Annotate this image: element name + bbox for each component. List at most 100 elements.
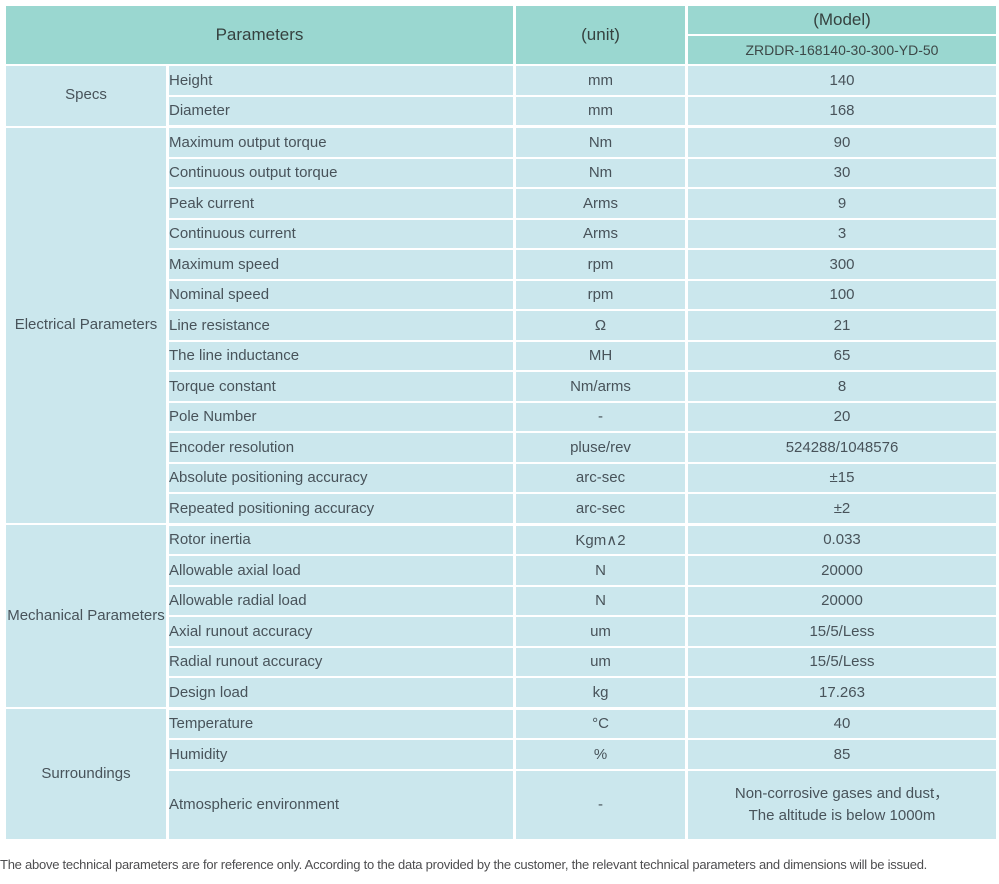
param-label: Nominal speed xyxy=(166,278,516,311)
header-model-number: ZRDDR-168140-30-300-YD-50 xyxy=(685,34,999,66)
param-label: Line resistance xyxy=(166,309,516,342)
table-row: Specs Height mm 140 xyxy=(3,64,999,128)
param-value: 20000 xyxy=(685,584,999,617)
unit-value: % xyxy=(513,738,688,771)
unit-value: Nm xyxy=(513,125,688,159)
param-label: Height xyxy=(166,64,516,97)
unit-value: - xyxy=(513,400,688,433)
unit-value: - xyxy=(513,768,688,842)
unit-value: pluse/rev xyxy=(513,431,688,464)
param-label: Repeated positioning accuracy xyxy=(166,492,516,526)
param-label: The line inductance xyxy=(166,339,516,372)
table-row: Diameter mm 168 xyxy=(5,94,999,128)
unit-value: Arms xyxy=(513,187,688,220)
param-value: 17.263 xyxy=(685,676,999,710)
param-value: 15/5/Less xyxy=(685,645,999,678)
param-value: 300 xyxy=(685,248,999,281)
param-value: 0.033 xyxy=(685,523,999,556)
param-value: Non-corrosive gases and dust， The altitu… xyxy=(685,768,999,842)
table-row: Humidity % 85 xyxy=(5,738,999,771)
header-row: Parameters (unit) (Model) xyxy=(3,4,999,66)
table-row: Surroundings Temperature °C 40 xyxy=(3,707,999,841)
param-value: 40 xyxy=(685,707,999,740)
section-label-specs: Specs xyxy=(3,64,169,128)
unit-value: mm xyxy=(513,64,688,97)
param-value: 8 xyxy=(685,370,999,403)
table-row: Mechanical Parameters Rotor inertia Kgm∧… xyxy=(3,523,999,709)
param-label: Maximum output torque xyxy=(166,125,516,159)
param-label: Humidity xyxy=(166,738,516,771)
table-row: Continuous output torque Nm 30 xyxy=(5,156,999,189)
footer-disclaimer: The above technical parameters are for r… xyxy=(0,857,928,872)
header-model: (Model) xyxy=(685,4,999,36)
param-label: Design load xyxy=(166,676,516,710)
param-label: Torque constant xyxy=(166,370,516,403)
section-label-surroundings: Surroundings xyxy=(3,707,169,841)
table-row: Atmospheric environment - Non-corrosive … xyxy=(5,768,999,842)
table-row: Absolute positioning accuracy arc-sec ±1… xyxy=(5,461,999,494)
unit-value: Ω xyxy=(513,309,688,342)
section-label-mechanical: Mechanical Parameters xyxy=(3,523,169,709)
param-label: Diameter xyxy=(166,94,516,128)
param-label: Peak current xyxy=(166,187,516,220)
header-unit: (unit) xyxy=(513,4,688,66)
table-row: Line resistance Ω 21 xyxy=(5,309,999,342)
param-label: Encoder resolution xyxy=(166,431,516,464)
table-row: Encoder resolution pluse/rev 524288/1048… xyxy=(5,431,999,464)
table-row: Radial runout accuracy um 15/5/Less xyxy=(5,645,999,678)
unit-value: um xyxy=(513,645,688,678)
unit-value: arc-sec xyxy=(513,461,688,494)
param-value: 65 xyxy=(685,339,999,372)
param-value: 168 xyxy=(685,94,999,128)
param-value: 20000 xyxy=(685,554,999,587)
param-value: 9 xyxy=(685,187,999,220)
unit-value: rpm xyxy=(513,248,688,281)
table-row: Electrical Parameters Maximum output tor… xyxy=(3,125,999,525)
param-value: 20 xyxy=(685,400,999,433)
unit-value: Nm/arms xyxy=(513,370,688,403)
param-value: 100 xyxy=(685,278,999,311)
parameters-table: Parameters (unit) (Model) ZRDDR-168140-3… xyxy=(3,4,999,842)
param-label: Pole Number xyxy=(166,400,516,433)
param-label: Maximum speed xyxy=(166,248,516,281)
param-value: ±2 xyxy=(685,492,999,526)
table-header: Parameters (unit) (Model) ZRDDR-168140-3… xyxy=(3,4,999,66)
table-row: Continuous current Arms 3 xyxy=(5,217,999,250)
param-value: 21 xyxy=(685,309,999,342)
table-row: Allowable axial load N 20000 xyxy=(5,554,999,587)
param-label: Continuous output torque xyxy=(166,156,516,189)
param-value: 140 xyxy=(685,64,999,97)
table-row: Pole Number - 20 xyxy=(5,400,999,433)
param-value: 15/5/Less xyxy=(685,615,999,648)
param-label: Continuous current xyxy=(166,217,516,250)
unit-value: Arms xyxy=(513,217,688,250)
param-value: ±15 xyxy=(685,461,999,494)
param-label: Radial runout accuracy xyxy=(166,645,516,678)
param-label: Temperature xyxy=(166,707,516,740)
unit-value: N xyxy=(513,584,688,617)
unit-value: N xyxy=(513,554,688,587)
unit-value: arc-sec xyxy=(513,492,688,526)
unit-value: Kgm∧2 xyxy=(513,523,688,556)
header-model-row: ZRDDR-168140-30-300-YD-50 xyxy=(5,34,999,66)
header-parameters: Parameters xyxy=(3,4,516,66)
param-label: Absolute positioning accuracy xyxy=(166,461,516,494)
table-row: Repeated positioning accuracy arc-sec ±2 xyxy=(5,492,999,526)
unit-value: um xyxy=(513,615,688,648)
unit-value: rpm xyxy=(513,278,688,311)
unit-value: mm xyxy=(513,94,688,128)
section-label-electrical: Electrical Parameters xyxy=(3,125,169,525)
table-row: Torque constant Nm/arms 8 xyxy=(5,370,999,403)
param-value: 3 xyxy=(685,217,999,250)
param-label: Axial runout accuracy xyxy=(166,615,516,648)
unit-value: Nm xyxy=(513,156,688,189)
table-row: Peak current Arms 9 xyxy=(5,187,999,220)
param-value: 85 xyxy=(685,738,999,771)
param-label: Rotor inertia xyxy=(166,523,516,556)
unit-value: °C xyxy=(513,707,688,740)
param-label: Atmospheric environment xyxy=(166,768,516,842)
param-label: Allowable radial load xyxy=(166,584,516,617)
param-value: 30 xyxy=(685,156,999,189)
table-row: Design load kg 17.263 xyxy=(5,676,999,710)
param-label: Allowable axial load xyxy=(166,554,516,587)
